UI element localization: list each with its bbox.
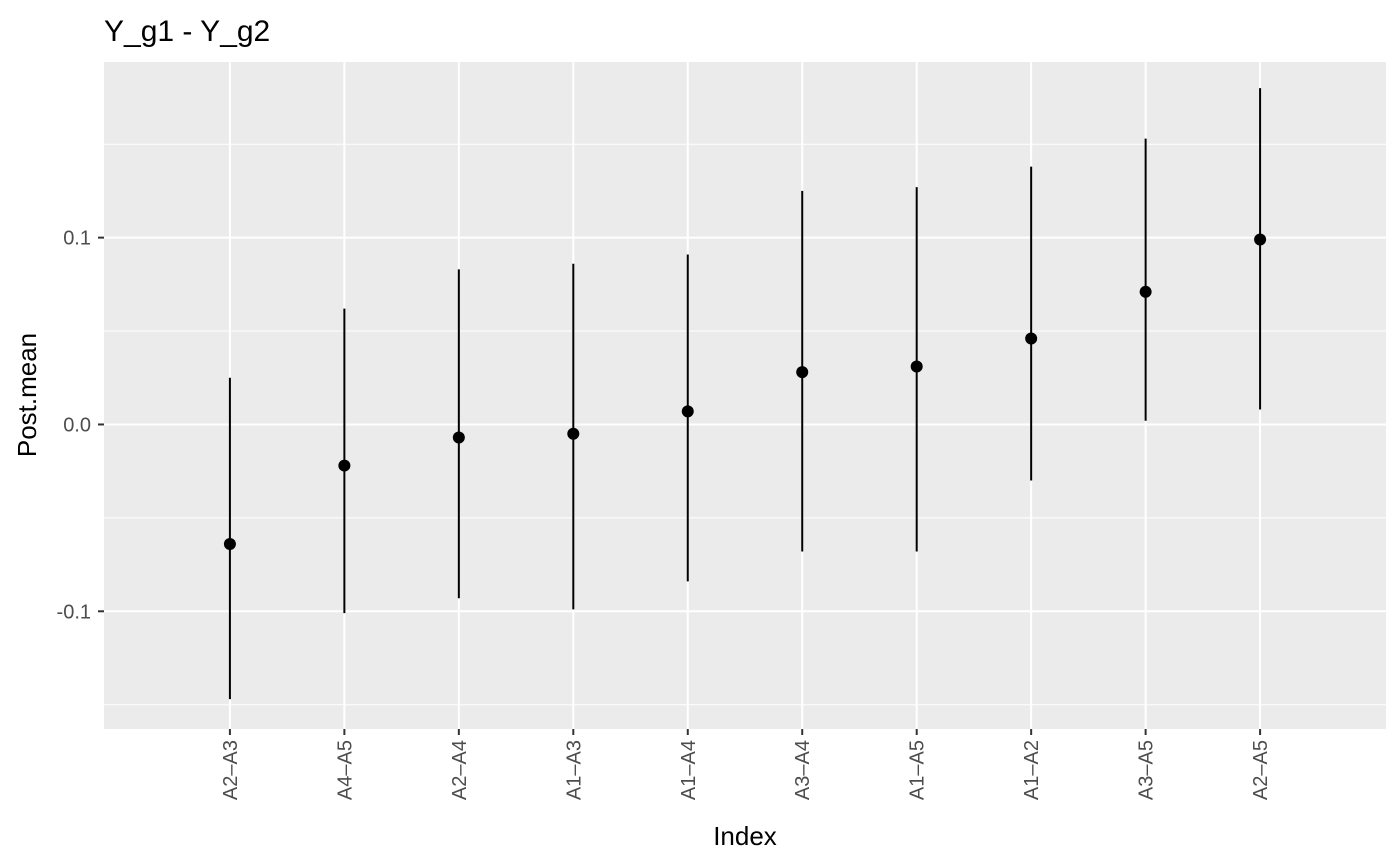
data-point — [1254, 233, 1267, 246]
x-tick-label: A4–A5 — [334, 740, 356, 800]
error-bars — [223, 88, 1267, 700]
x-tick-label: A1–A3 — [563, 740, 585, 800]
x-axis-title: Index — [713, 821, 777, 851]
x-tick-label: A3–A4 — [792, 740, 814, 800]
data-point — [452, 431, 465, 444]
y-axis-ticks: -0.1 0.0 0.1 — [57, 228, 104, 623]
x-tick-label: A2–A4 — [449, 740, 471, 800]
x-tick-label: A3–A5 — [1136, 740, 1158, 800]
data-point — [1025, 332, 1038, 345]
x-tick-label: A2–A3 — [220, 740, 242, 800]
chart-title: Y_g1 - Y_g2 — [104, 15, 270, 48]
y-axis-title: Post.mean — [12, 333, 42, 457]
plot-panel — [104, 62, 1386, 729]
data-point — [1139, 285, 1152, 298]
y-tick-label: -0.1 — [57, 601, 91, 623]
data-point — [338, 459, 351, 472]
x-tick-label: A2–A5 — [1250, 740, 1272, 800]
x-tick-label: A1–A5 — [907, 740, 929, 800]
data-point — [796, 366, 809, 379]
data-point — [223, 538, 236, 551]
data-point — [910, 360, 923, 373]
grid-minor — [104, 143, 1386, 706]
x-tick-label: A1–A2 — [1021, 740, 1043, 800]
x-axis-ticks: A2–A3 A4–A5 A2–A4 A1–A3 A1–A4 A3–A4 A1–A5 A1–A2… — [220, 729, 1272, 800]
x-tick-label: A1–A4 — [678, 740, 700, 800]
data-point — [567, 427, 580, 440]
y-tick-label: 0.0 — [63, 414, 91, 436]
data-point — [681, 405, 694, 418]
y-tick-label: 0.1 — [63, 228, 91, 250]
